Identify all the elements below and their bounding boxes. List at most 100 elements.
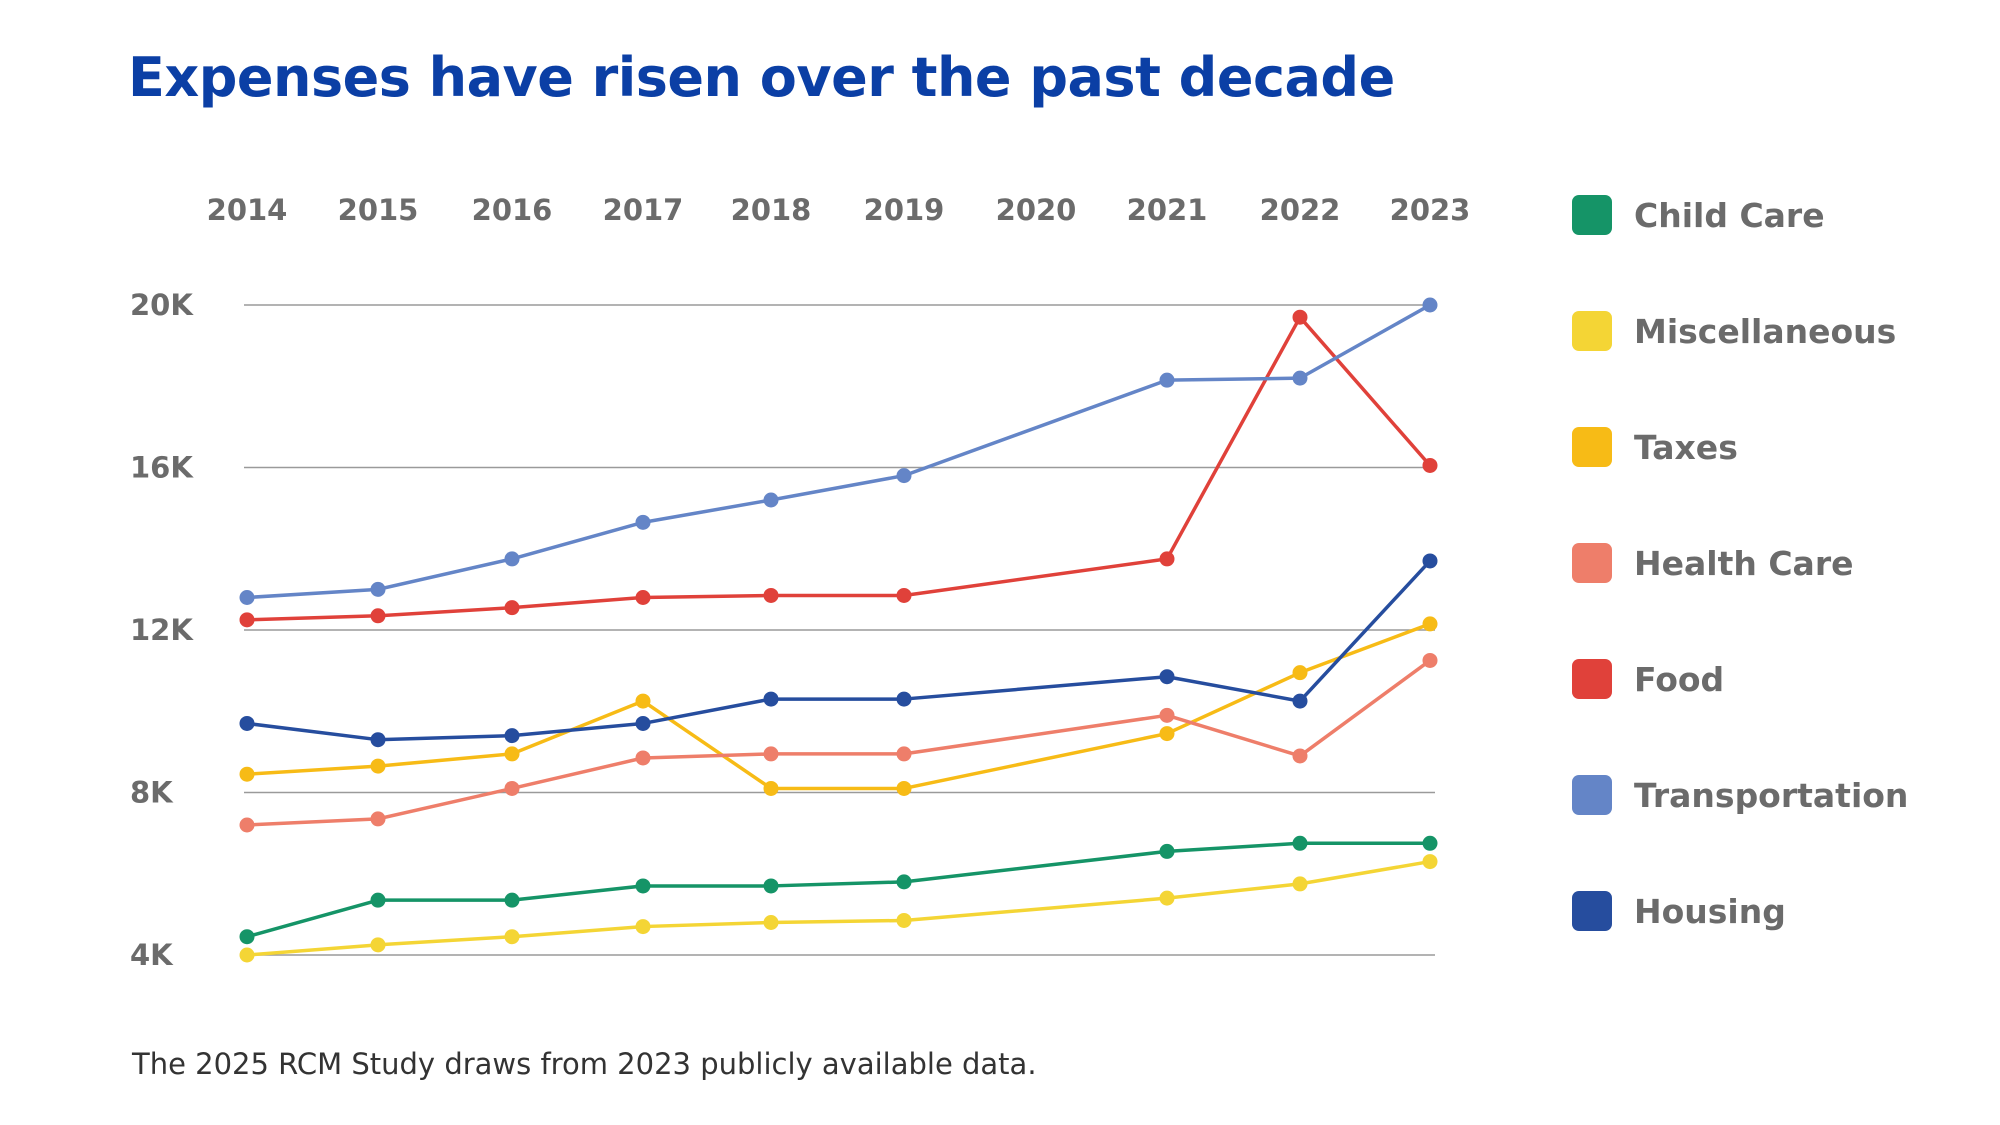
point-housing-2019 [896, 691, 912, 707]
legend-label-taxes: Taxes [1634, 427, 1738, 467]
point-health-care-2022 [1292, 748, 1308, 764]
legend-label-transportation: Transportation [1634, 775, 1909, 815]
x-tick-label-2016: 2016 [472, 193, 553, 227]
point-miscellaneous-2021 [1159, 890, 1175, 906]
y-tick-label-4k: 4K [130, 938, 174, 972]
series-line-housing [245, 559, 1432, 742]
point-food-2018 [763, 587, 779, 603]
point-miscellaneous-2022 [1292, 876, 1308, 892]
point-transportation-2019 [896, 468, 912, 484]
point-health-care-2019 [896, 746, 912, 762]
series-line-transportation [245, 303, 1432, 600]
point-child-care-2022 [1292, 835, 1308, 851]
point-child-care-2017 [635, 878, 651, 894]
x-tick-label-2019: 2019 [864, 193, 945, 227]
point-food-2019 [896, 587, 912, 603]
point-taxes-2018 [763, 780, 779, 796]
point-food-2014 [239, 612, 255, 628]
legend-item-child-care: Child Care [1572, 190, 1825, 240]
point-food-2015 [370, 608, 386, 624]
point-health-care-2014 [239, 817, 255, 833]
legend-label-child-care: Child Care [1634, 195, 1825, 235]
point-miscellaneous-2023 [1422, 854, 1438, 870]
y-axis-ticks: 20K 16K 12K 8K 4K [130, 288, 194, 972]
legend-swatch-health-care [1572, 543, 1612, 583]
footnote: The 2025 RCM Study draws from 2023 publi… [132, 1047, 1037, 1081]
point-health-care-2021 [1159, 707, 1175, 723]
point-housing-2022 [1292, 693, 1308, 709]
x-tick-label-2020: 2020 [996, 193, 1077, 227]
point-food-2023 [1422, 457, 1438, 473]
series-line-miscellaneous [245, 859, 1432, 957]
x-axis-ticks: 2014 2015 2016 2017 2018 2019 2020 2021 2022 2023 [207, 193, 1471, 227]
point-transportation-2021 [1159, 372, 1175, 388]
legend-item-taxes: Taxes [1572, 422, 1738, 472]
series-line-health-care [245, 658, 1432, 827]
point-transportation-2014 [239, 590, 255, 605]
x-tick-label-2014: 2014 [207, 193, 288, 227]
point-miscellaneous-2019 [896, 912, 912, 928]
x-tick-label-2022: 2022 [1260, 193, 1341, 227]
point-miscellaneous-2018 [763, 915, 779, 930]
point-transportation-2016 [504, 551, 520, 567]
legend-swatch-miscellaneous [1572, 311, 1612, 351]
series-line-taxes [245, 622, 1432, 791]
legend-item-miscellaneous: Miscellaneous [1572, 306, 1896, 356]
legend-item-food: Food [1572, 654, 1724, 704]
point-housing-2017 [635, 715, 651, 731]
y-tick-label-8k: 8K [130, 776, 174, 810]
point-food-2016 [504, 600, 520, 616]
legend-swatch-housing [1572, 891, 1612, 931]
point-taxes-2015 [370, 758, 386, 774]
point-housing-2014 [239, 715, 255, 731]
point-housing-2016 [504, 728, 520, 744]
legend-item-housing: Housing [1572, 886, 1786, 936]
legend-item-health-care: Health Care [1572, 538, 1853, 588]
x-tick-label-2018: 2018 [731, 193, 812, 227]
point-transportation-2018 [763, 492, 779, 508]
point-taxes-2014 [239, 766, 255, 782]
point-health-care-2016 [504, 780, 520, 796]
point-child-care-2021 [1159, 843, 1175, 859]
x-tick-label-2021: 2021 [1127, 193, 1208, 227]
point-miscellaneous-2014 [239, 947, 255, 963]
point-food-2021 [1159, 551, 1175, 567]
point-food-2017 [635, 590, 651, 605]
point-taxes-2022 [1292, 665, 1308, 681]
point-taxes-2019 [896, 780, 912, 796]
point-housing-2021 [1159, 669, 1175, 685]
y-tick-label-12k: 12K [130, 613, 194, 647]
point-child-care-2016 [504, 892, 520, 908]
point-housing-2018 [763, 691, 779, 707]
point-child-care-2015 [370, 892, 386, 908]
x-tick-label-2023: 2023 [1390, 193, 1471, 227]
legend-label-miscellaneous: Miscellaneous [1634, 311, 1897, 351]
point-child-care-2023 [1422, 835, 1438, 851]
legend-label-food: Food [1634, 659, 1725, 699]
legend-item-transportation: Transportation [1572, 770, 1908, 820]
series-line-food [245, 315, 1432, 622]
y-tick-label-16k: 16K [130, 451, 194, 485]
x-tick-label-2015: 2015 [338, 193, 419, 227]
point-taxes-2017 [635, 693, 651, 709]
point-health-care-2015 [370, 811, 386, 827]
point-health-care-2017 [635, 750, 651, 766]
point-child-care-2018 [763, 878, 779, 894]
legend-swatch-taxes [1572, 427, 1612, 467]
point-transportation-2023 [1422, 297, 1438, 313]
point-taxes-2023 [1422, 616, 1438, 632]
chart-title: Expenses have risen over the past decade [128, 46, 1395, 109]
legend-swatch-food [1572, 659, 1612, 699]
series-points [239, 297, 1438, 963]
point-miscellaneous-2016 [504, 929, 520, 945]
point-miscellaneous-2015 [370, 937, 386, 953]
point-transportation-2017 [635, 514, 651, 530]
gridlines [244, 304, 1435, 956]
point-miscellaneous-2017 [635, 919, 651, 935]
point-health-care-2023 [1422, 652, 1438, 668]
point-housing-2023 [1422, 553, 1438, 569]
point-housing-2015 [370, 732, 386, 748]
point-taxes-2021 [1159, 726, 1175, 742]
point-child-care-2019 [896, 874, 912, 890]
